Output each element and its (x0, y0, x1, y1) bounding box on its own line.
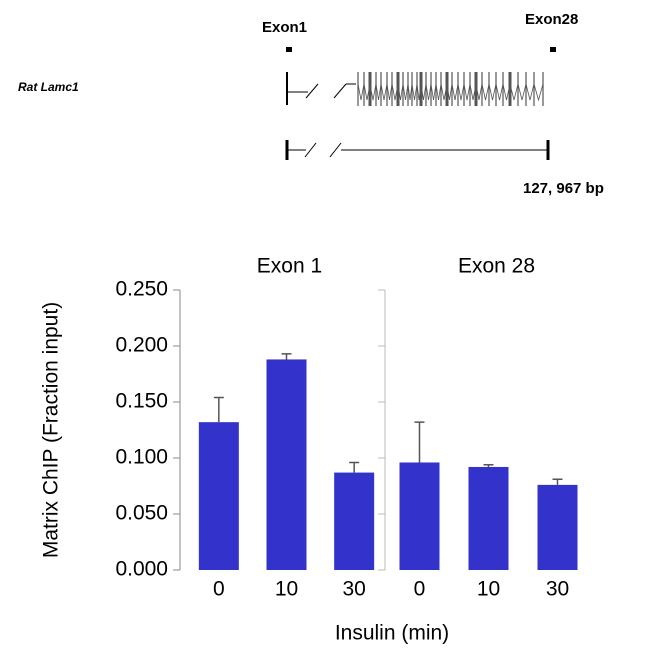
bar (537, 484, 578, 570)
intron (525, 83, 535, 101)
bar (468, 466, 509, 570)
intron (369, 83, 377, 101)
intron (380, 83, 388, 101)
break-slash (329, 142, 342, 158)
x-tick-label: 10 (275, 578, 298, 601)
exon-structure (357, 72, 544, 106)
y-tick-label: 0.100 (115, 446, 168, 469)
chart: 0.000 0.050 0.100 0.150 0.200 0.250 Exon 1 Matr… (40, 255, 578, 645)
exon28-marker (550, 47, 556, 52)
intron (517, 83, 527, 101)
bar (198, 422, 239, 570)
intron (495, 83, 504, 101)
intron (402, 83, 409, 101)
intron (435, 83, 442, 101)
panel-title: Exon 1 (257, 255, 322, 278)
intron (446, 83, 453, 101)
gene-diagram: Exon1 Exon28 Rat Lamc1 127, 967 bp (18, 11, 604, 197)
intron (430, 83, 437, 101)
y-axis-label: Matrix ChIP (Fraction input) (40, 302, 63, 558)
error-bar (213, 396, 224, 423)
intron (411, 83, 418, 101)
gene-name: Rat Lamc1 (18, 80, 79, 94)
intron (451, 83, 459, 101)
intron (533, 83, 544, 102)
break-slash (333, 83, 347, 99)
bar (266, 359, 307, 570)
intron (488, 83, 497, 101)
bar (399, 462, 440, 570)
break-slash (304, 142, 317, 158)
error-bar (349, 461, 360, 473)
x-tick-label: 30 (546, 578, 569, 601)
y-tick-label: 0.050 (115, 502, 168, 525)
exon1-marker (286, 47, 292, 52)
intron (457, 83, 465, 101)
x-tick-label: 0 (213, 578, 225, 601)
exon28-label: Exon28 (525, 11, 578, 28)
intron (357, 83, 365, 101)
error-bar (483, 463, 494, 467)
intron (481, 83, 490, 101)
intron (475, 83, 483, 101)
x-tick-label: 0 (414, 578, 426, 601)
length-label: 127, 967 bp (523, 180, 604, 197)
intron (407, 83, 413, 101)
x-tick-label: 10 (477, 578, 500, 601)
intron (420, 83, 427, 101)
break-slash (305, 83, 319, 99)
bar (334, 472, 375, 570)
intron (375, 83, 382, 101)
intron (397, 83, 404, 101)
y-tick-label: 0.200 (115, 334, 168, 357)
error-bar (552, 478, 563, 485)
error-bar (281, 353, 292, 360)
panel-title: Exon 28 (458, 255, 535, 278)
intron (425, 83, 432, 101)
exon1-label: Exon1 (262, 19, 307, 36)
y-tick-label: 0.250 (115, 278, 168, 301)
y-tick-label: 0.150 (115, 390, 168, 413)
error-bar (414, 421, 425, 463)
y-tick-label: 0.000 (115, 558, 168, 581)
x-tick-label: 30 (342, 578, 365, 601)
intron (509, 83, 519, 101)
intron (386, 83, 393, 101)
intron (463, 83, 471, 101)
x-axis-label: Insulin (min) (335, 622, 449, 645)
